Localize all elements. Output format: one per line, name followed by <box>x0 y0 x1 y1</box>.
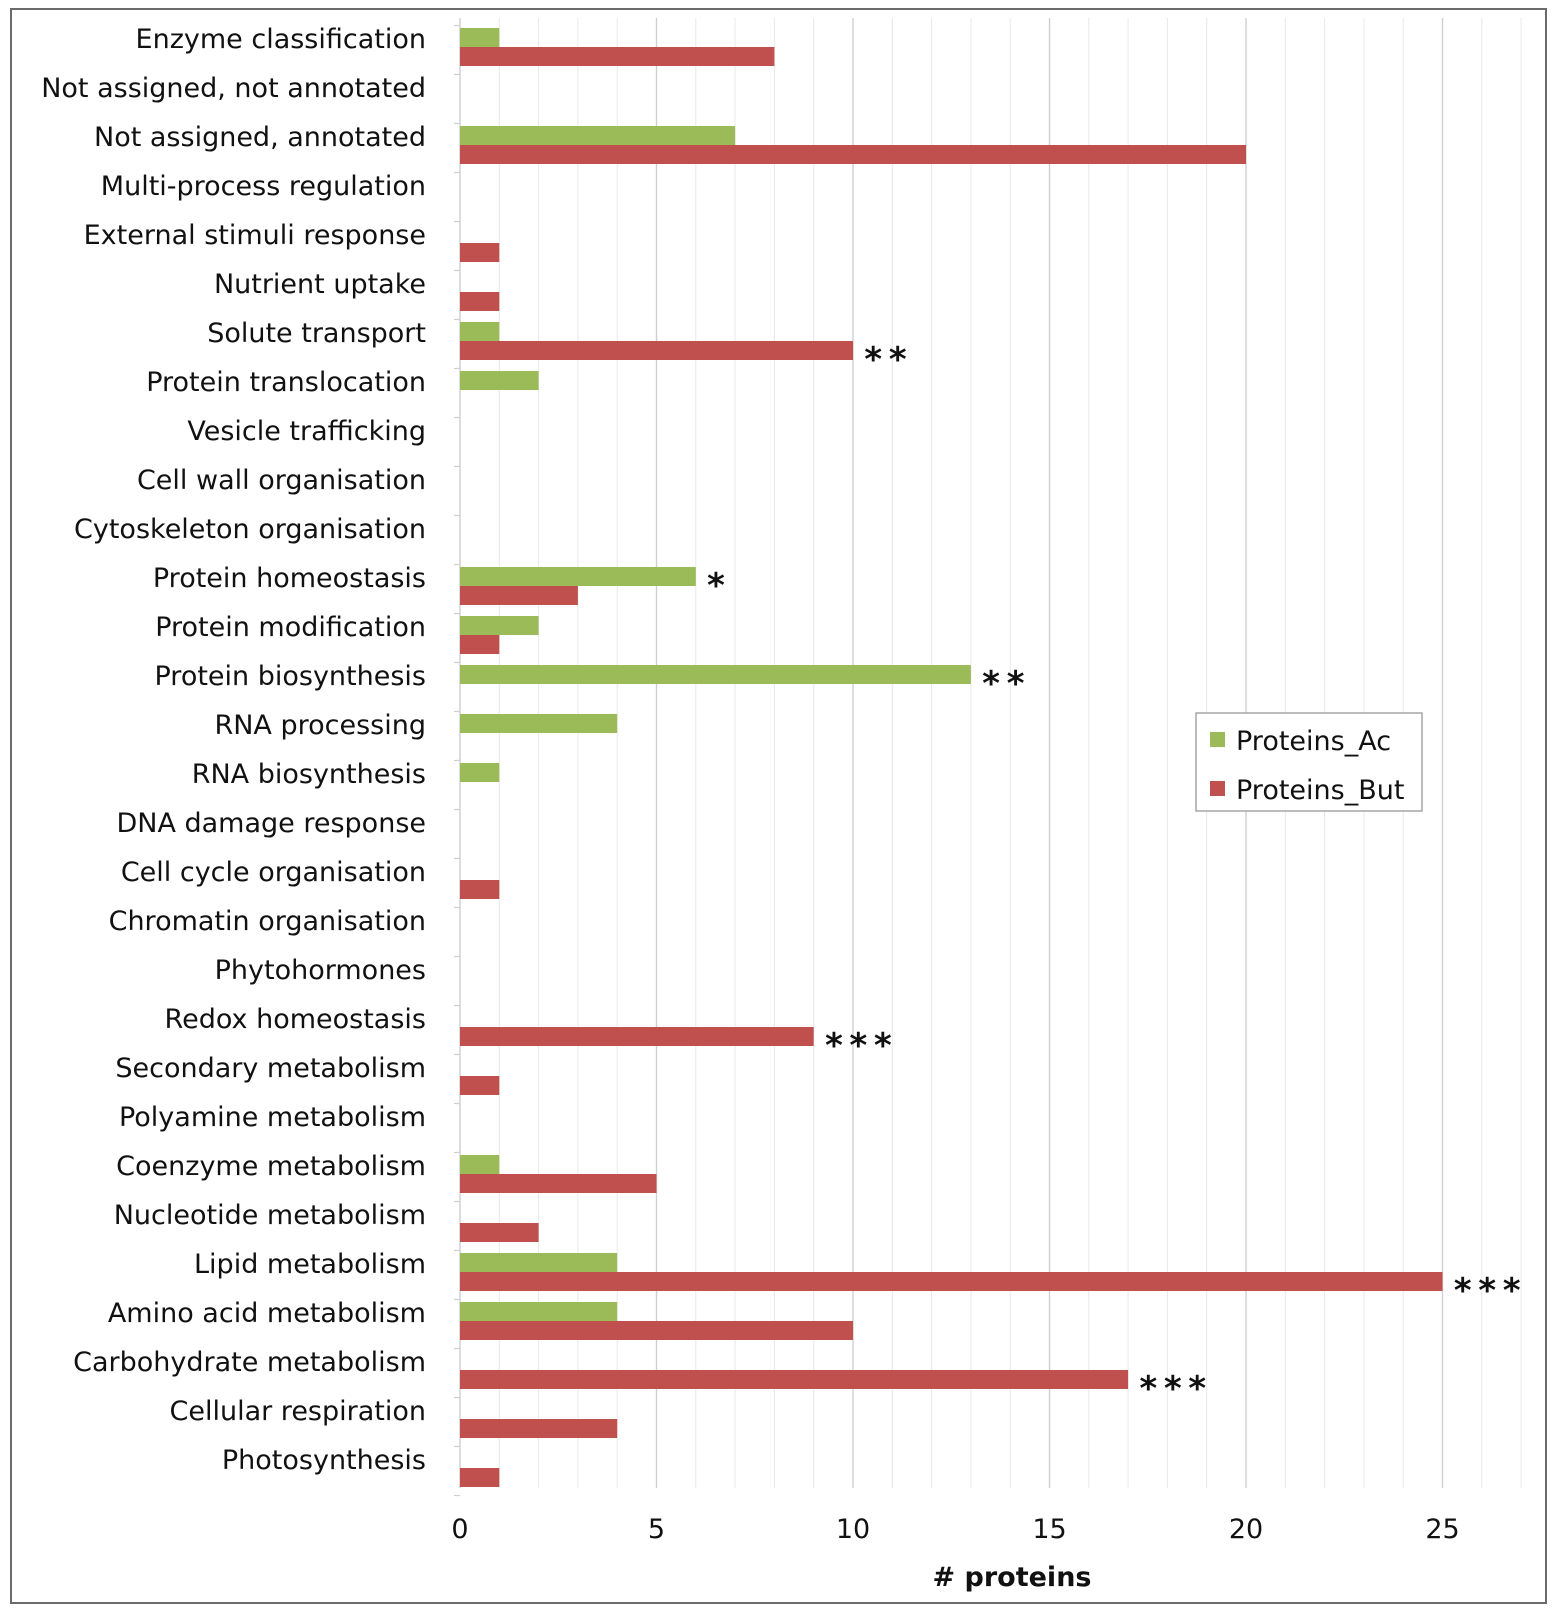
annotation-lipid-metabolism: *** <box>1453 1271 1526 1311</box>
bar-proteins-but-photosynthesis <box>460 1468 500 1487</box>
legend-swatch-proteins-ac <box>1210 732 1225 747</box>
category-label-multi-process-regulation: Multi-process regulation <box>101 171 426 202</box>
legend-label-proteins-ac: Proteins_Ac <box>1236 726 1391 757</box>
category-label-solute-transport: Solute transport <box>207 318 426 349</box>
x-tick-label-25: 25 <box>1425 1514 1459 1545</box>
bar-proteins-but-protein-modification <box>460 635 500 654</box>
bar-proteins-ac-amino-acid-metabolism <box>460 1302 618 1321</box>
category-label-rna-processing: RNA processing <box>214 710 426 741</box>
bar-proteins-ac-enzyme-classification <box>460 28 500 47</box>
category-label-protein-modification: Protein modification <box>155 612 426 643</box>
bar-proteins-but-secondary-metabolism <box>460 1076 500 1095</box>
bar-proteins-ac-rna-processing <box>460 714 618 733</box>
category-label-dna-damage-response: DNA damage response <box>116 808 426 839</box>
bar-proteins-ac-lipid-metabolism <box>460 1253 618 1272</box>
bar-proteins-ac-solute-transport <box>460 322 500 341</box>
annotation-protein-homeostasis: * <box>706 566 730 606</box>
category-label-carbohydrate-metabolism: Carbohydrate metabolism <box>73 1347 426 1378</box>
category-label-cell-wall-organisation: Cell wall organisation <box>137 465 426 496</box>
category-label-secondary-metabolism: Secondary metabolism <box>115 1053 426 1084</box>
bar-proteins-ac-protein-translocation <box>460 371 539 390</box>
category-label-lipid-metabolism: Lipid metabolism <box>194 1249 426 1280</box>
x-tick-label-15: 15 <box>1032 1514 1066 1545</box>
axes <box>454 18 461 1497</box>
significance-annotations: ************** <box>706 340 1526 1409</box>
category-label-cellular-respiration: Cellular respiration <box>170 1396 427 1427</box>
category-label-protein-biosynthesis: Protein biosynthesis <box>155 661 427 692</box>
bar-proteins-but-cell-cycle-organisation <box>460 880 500 899</box>
annotation-solute-transport: ** <box>863 340 912 380</box>
category-label-chromatin-organisation: Chromatin organisation <box>109 906 426 937</box>
category-label-amino-acid-metabolism: Amino acid metabolism <box>108 1298 426 1329</box>
bar-proteins-ac-not-assigned-annotated <box>460 126 736 145</box>
annotation-redox-homeostasis: *** <box>824 1026 897 1066</box>
category-label-polyamine-metabolism: Polyamine metabolism <box>119 1102 426 1133</box>
bar-proteins-ac-rna-biosynthesis <box>460 763 500 782</box>
category-label-nucleotide-metabolism: Nucleotide metabolism <box>114 1200 426 1231</box>
x-axis-title: # proteins <box>933 1562 1092 1593</box>
category-label-external-stimuli-response: External stimuli response <box>84 220 426 251</box>
annotation-protein-biosynthesis: ** <box>981 664 1030 704</box>
category-label-not-assigned-annotated: Not assigned, annotated <box>94 122 426 153</box>
bar-proteins-but-carbohydrate-metabolism <box>460 1370 1129 1389</box>
legend-swatch-proteins-but <box>1210 781 1225 796</box>
category-label-coenzyme-metabolism: Coenzyme metabolism <box>116 1151 426 1182</box>
category-label-vesicle-trafficking: Vesicle trafficking <box>187 416 426 447</box>
category-labels: Enzyme classification Not assigned, not a… <box>41 24 426 1476</box>
bar-proteins-but-not-assigned-annotated <box>460 145 1246 164</box>
bar-proteins-but-solute-transport <box>460 341 853 360</box>
category-label-protein-homeostasis: Protein homeostasis <box>153 563 426 594</box>
category-label-not-assigned-not-annotated: Not assigned, not annotated <box>41 73 426 104</box>
bar-proteins-but-redox-homeostasis <box>460 1027 814 1046</box>
bar-proteins-but-lipid-metabolism <box>460 1272 1443 1291</box>
legend-label-proteins-but: Proteins_But <box>1236 775 1404 806</box>
bar-proteins-ac-coenzyme-metabolism <box>460 1155 500 1174</box>
legend: Proteins_Ac Proteins_But <box>1195 712 1423 812</box>
bars <box>460 28 1443 1487</box>
bar-proteins-but-cellular-respiration <box>460 1419 618 1438</box>
annotation-carbohydrate-metabolism: *** <box>1138 1369 1211 1409</box>
bar-proteins-but-amino-acid-metabolism <box>460 1321 853 1340</box>
x-tick-label-0: 0 <box>451 1514 468 1545</box>
category-label-cytoskeleton-organisation: Cytoskeleton organisation <box>74 514 426 545</box>
category-label-cell-cycle-organisation: Cell cycle organisation <box>121 857 426 888</box>
x-tick-label-20: 20 <box>1229 1514 1263 1545</box>
bar-proteins-but-coenzyme-metabolism <box>460 1174 657 1193</box>
x-tick-labels: 0 5 10 15 20 25 <box>451 1514 1459 1545</box>
bar-proteins-ac-protein-biosynthesis <box>460 665 971 684</box>
category-label-redox-homeostasis: Redox homeostasis <box>165 1004 426 1035</box>
legend-box <box>1195 712 1423 812</box>
bar-proteins-but-nucleotide-metabolism <box>460 1223 539 1242</box>
category-label-protein-translocation: Protein translocation <box>146 367 426 398</box>
bar-proteins-but-external-stimuli-response <box>460 243 500 262</box>
bar-proteins-but-enzyme-classification <box>460 47 775 66</box>
category-label-phytohormones: Phytohormones <box>215 955 426 986</box>
category-label-photosynthesis: Photosynthesis <box>222 1445 426 1476</box>
category-label-enzyme-classification: Enzyme classification <box>136 24 426 55</box>
bar-proteins-but-nutrient-uptake <box>460 292 500 311</box>
category-label-rna-biosynthesis: RNA biosynthesis <box>192 759 426 790</box>
bar-proteins-but-protein-homeostasis <box>460 586 578 605</box>
bar-proteins-ac-protein-homeostasis <box>460 567 696 586</box>
category-label-nutrient-uptake: Nutrient uptake <box>214 269 426 300</box>
bar-proteins-ac-protein-modification <box>460 616 539 635</box>
x-tick-label-5: 5 <box>648 1514 665 1545</box>
x-tick-label-10: 10 <box>836 1514 870 1545</box>
